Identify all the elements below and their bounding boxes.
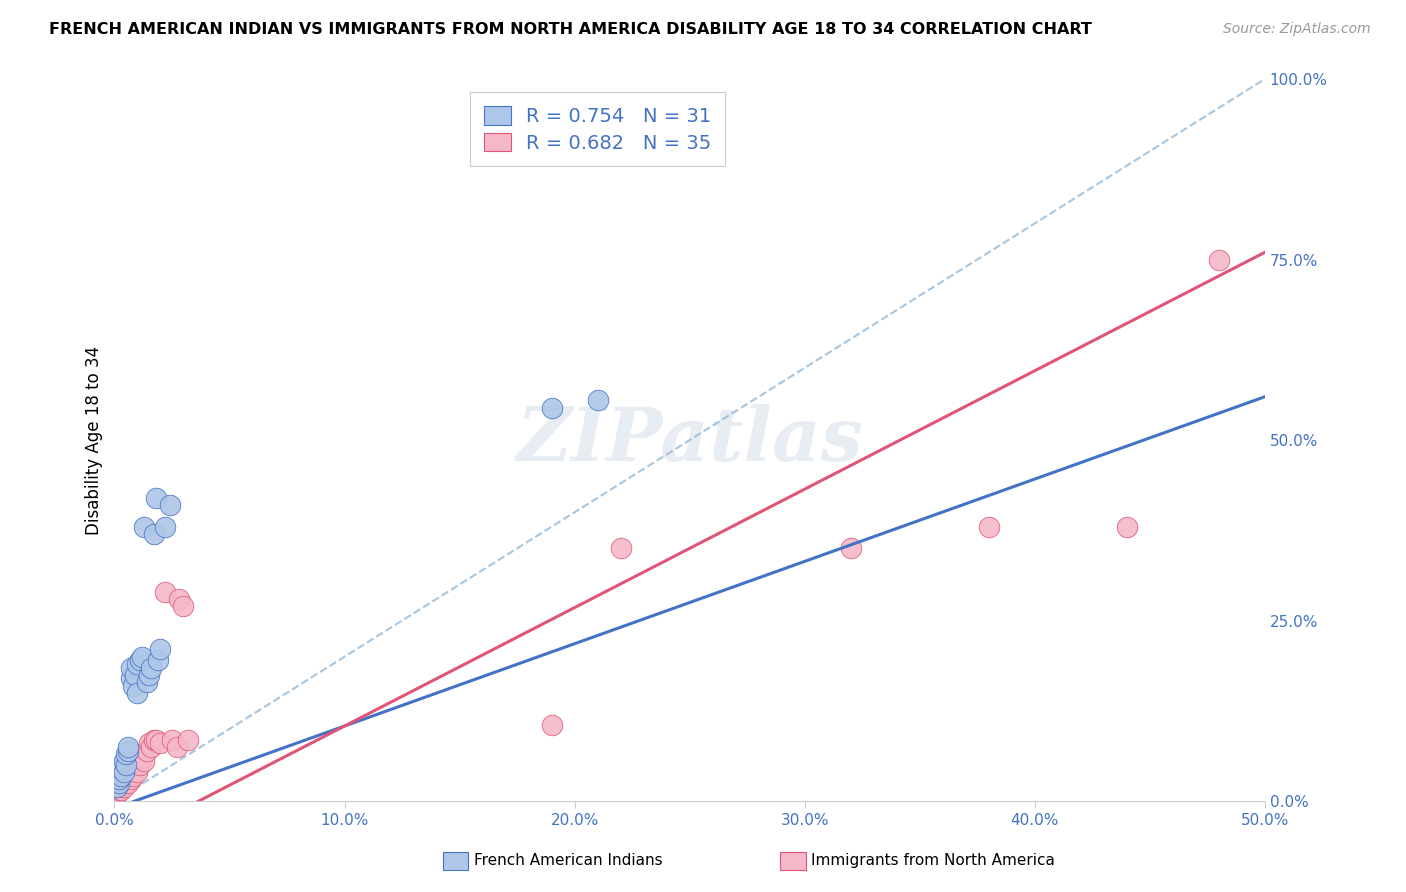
Text: French American Indians: French American Indians (474, 854, 662, 868)
Point (120, 660, 142, 674)
Point (110, 783, 132, 797)
Point (124, 667, 146, 681)
Point (167, 591, 190, 606)
Point (112, 755, 135, 769)
Y-axis label: Disability Age 18 to 34: Disability Age 18 to 34 (86, 345, 103, 534)
Point (177, 732, 200, 747)
Point (112, 780, 135, 794)
Text: Immigrants from North America: Immigrants from North America (811, 854, 1054, 868)
Point (1115, 519, 1137, 533)
Point (127, 765, 149, 780)
Point (120, 672, 142, 686)
Point (146, 653, 169, 667)
Point (120, 765, 142, 780)
Point (142, 527, 165, 541)
Point (110, 769, 132, 783)
Point (110, 776, 132, 790)
Point (134, 519, 156, 533)
Point (131, 649, 153, 664)
Point (105, 780, 128, 794)
Point (128, 653, 150, 667)
Point (135, 675, 157, 690)
Point (108, 772, 131, 787)
Point (977, 519, 1000, 533)
Point (145, 491, 167, 505)
Point (117, 776, 139, 790)
Point (131, 751, 153, 765)
Point (120, 772, 142, 787)
Point (121, 679, 143, 693)
Point (172, 599, 194, 614)
Point (145, 732, 167, 747)
Point (134, 755, 156, 769)
Point (138, 736, 160, 750)
Point (127, 686, 149, 700)
Point (112, 765, 135, 780)
Point (153, 519, 176, 533)
Point (127, 657, 149, 671)
Point (117, 743, 139, 757)
Point (105, 787, 128, 801)
Point (108, 783, 131, 797)
Point (138, 667, 160, 681)
Point (128, 758, 150, 772)
Point (135, 743, 157, 757)
Point (586, 393, 609, 408)
Point (128, 747, 150, 762)
Point (166, 739, 188, 754)
Point (159, 498, 181, 512)
Point (153, 584, 176, 599)
Point (149, 642, 172, 657)
Point (149, 736, 172, 750)
Point (141, 660, 163, 674)
Point (609, 541, 631, 556)
Point (540, 718, 562, 732)
Text: ZIPatlas: ZIPatlas (516, 404, 863, 476)
Point (141, 739, 163, 754)
Point (110, 762, 132, 776)
Point (115, 769, 138, 783)
Point (115, 747, 138, 762)
Point (121, 769, 143, 783)
Point (1208, 252, 1230, 267)
Point (115, 758, 138, 772)
Text: FRENCH AMERICAN INDIAN VS IMMIGRANTS FROM NORTH AMERICA DISABILITY AGE 18 TO 34 : FRENCH AMERICAN INDIAN VS IMMIGRANTS FRO… (49, 22, 1092, 37)
Point (115, 776, 138, 790)
Point (540, 401, 562, 415)
Text: Source: ZipAtlas.com: Source: ZipAtlas.com (1223, 22, 1371, 37)
Point (142, 732, 165, 747)
Point (839, 541, 862, 556)
Point (117, 739, 139, 754)
Point (160, 732, 183, 747)
Legend: R = 0.754   N = 31, R = 0.682   N = 35: R = 0.754 N = 31, R = 0.682 N = 35 (470, 92, 725, 166)
Point (108, 776, 131, 790)
Point (124, 751, 146, 765)
